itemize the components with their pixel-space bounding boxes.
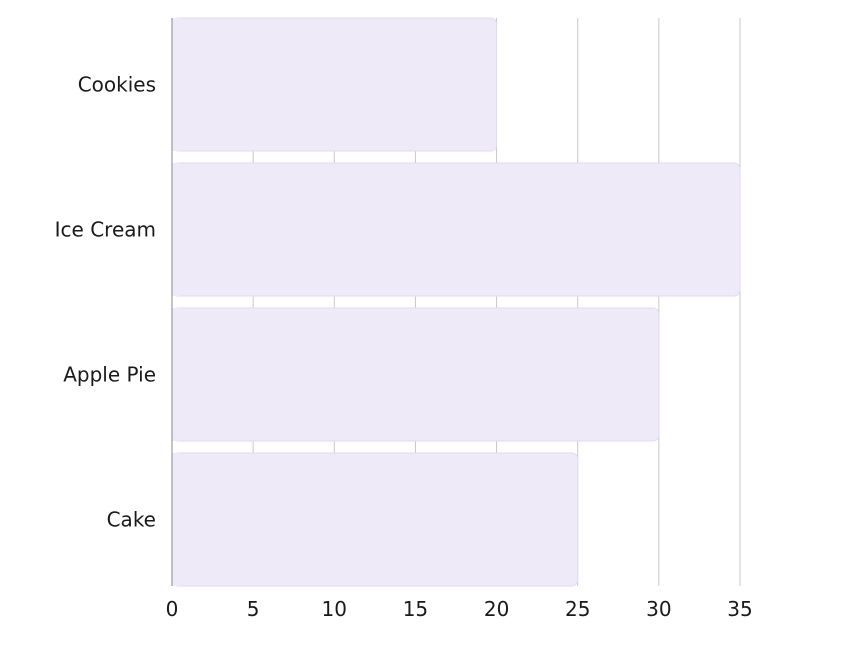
x-tick-label-0: 0 xyxy=(166,597,179,621)
bar-cake xyxy=(171,452,579,587)
x-tick-label-35: 35 xyxy=(727,597,752,621)
x-tick-label-5: 5 xyxy=(247,597,260,621)
x-tick-label-10: 10 xyxy=(322,597,347,621)
bars xyxy=(171,17,741,587)
x-tick-label-15: 15 xyxy=(403,597,428,621)
category-label-cake: Cake xyxy=(107,508,156,532)
x-tick-label-20: 20 xyxy=(484,597,509,621)
bar-apple-pie xyxy=(171,307,660,442)
category-label-cookies: Cookies xyxy=(78,73,156,97)
x-tick-label-25: 25 xyxy=(565,597,590,621)
x-tick-labels: 0 5 10 15 20 25 30 35 xyxy=(166,597,753,621)
category-label-apple-pie: Apple Pie xyxy=(63,363,156,387)
bar-ice-cream-base xyxy=(172,163,180,296)
bar-ice-cream xyxy=(171,162,741,297)
category-labels: Cookies Ice Cream Apple Pie Cake xyxy=(55,73,156,532)
bar-apple-pie-base xyxy=(172,308,180,441)
bar-cake-base xyxy=(172,453,180,586)
bar-cookies-base xyxy=(172,18,180,151)
bar-cookies xyxy=(171,17,498,152)
category-label-ice-cream: Ice Cream xyxy=(55,218,156,242)
x-tick-label-30: 30 xyxy=(646,597,671,621)
